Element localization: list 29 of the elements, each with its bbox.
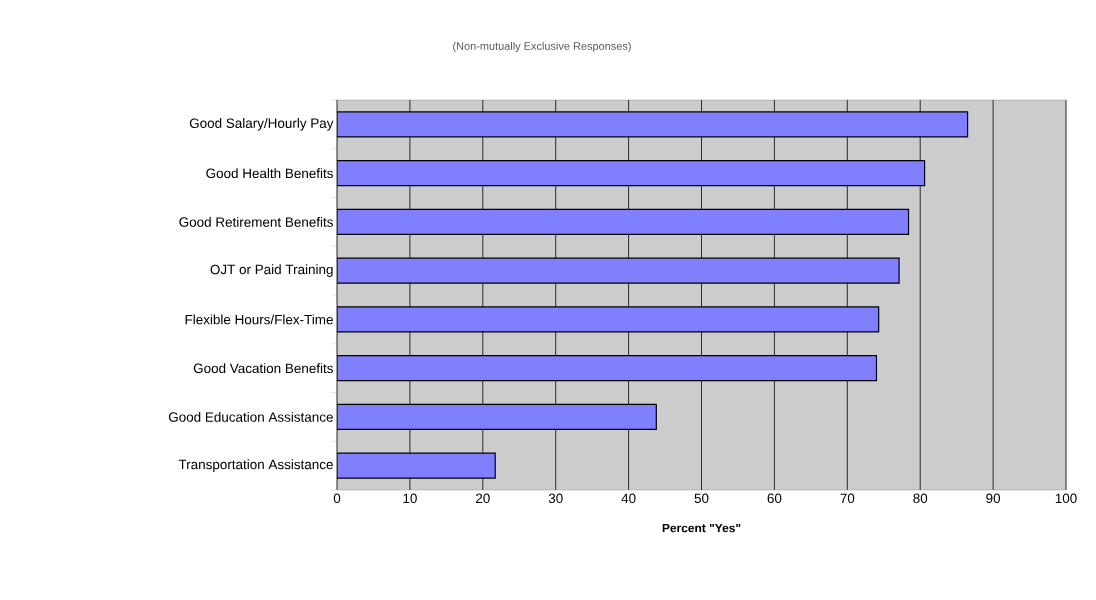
x-tick-label: 70	[840, 493, 855, 504]
x-tick-label: 40	[621, 493, 636, 504]
bar	[337, 306, 880, 333]
x-tick-label: 50	[694, 493, 709, 504]
bar	[337, 160, 926, 187]
y-tick-label: Good Education Assistance	[168, 411, 333, 422]
x-tick-label: 0	[333, 493, 341, 504]
bar	[337, 257, 900, 284]
y-tick-label: Good Salary/Hourly Pay	[189, 118, 334, 131]
y-tick-label: Good Health Benefits	[206, 168, 333, 179]
x-tick-label: 20	[476, 493, 490, 504]
y-tick-label: Good Vacation Benefits	[193, 363, 333, 374]
x-axis-title: Percent "Yes"	[662, 523, 741, 533]
x-tick-label: 90	[986, 493, 1001, 504]
y-tick-label: Good Retirement Benefits	[179, 216, 333, 227]
bar	[337, 111, 969, 138]
x-tick-label: 80	[913, 493, 928, 504]
x-tick-label: 10	[403, 493, 417, 504]
bar	[337, 452, 496, 479]
x-tick-label: 60	[767, 493, 782, 504]
y-tick-label: OJT or Paid Training	[210, 264, 333, 277]
y-tick-label: Transportation Assistance	[178, 459, 333, 472]
x-tick-label: 100	[1055, 493, 1077, 504]
x-tick-label: 30	[548, 493, 563, 504]
bar	[337, 355, 878, 382]
y-tick-label: Flexible Hours/Flex-Time	[185, 314, 333, 325]
bar	[337, 208, 910, 235]
chart-subtitle: (Non-mutually Exclusive Responses)	[453, 41, 631, 53]
bar	[337, 403, 657, 430]
